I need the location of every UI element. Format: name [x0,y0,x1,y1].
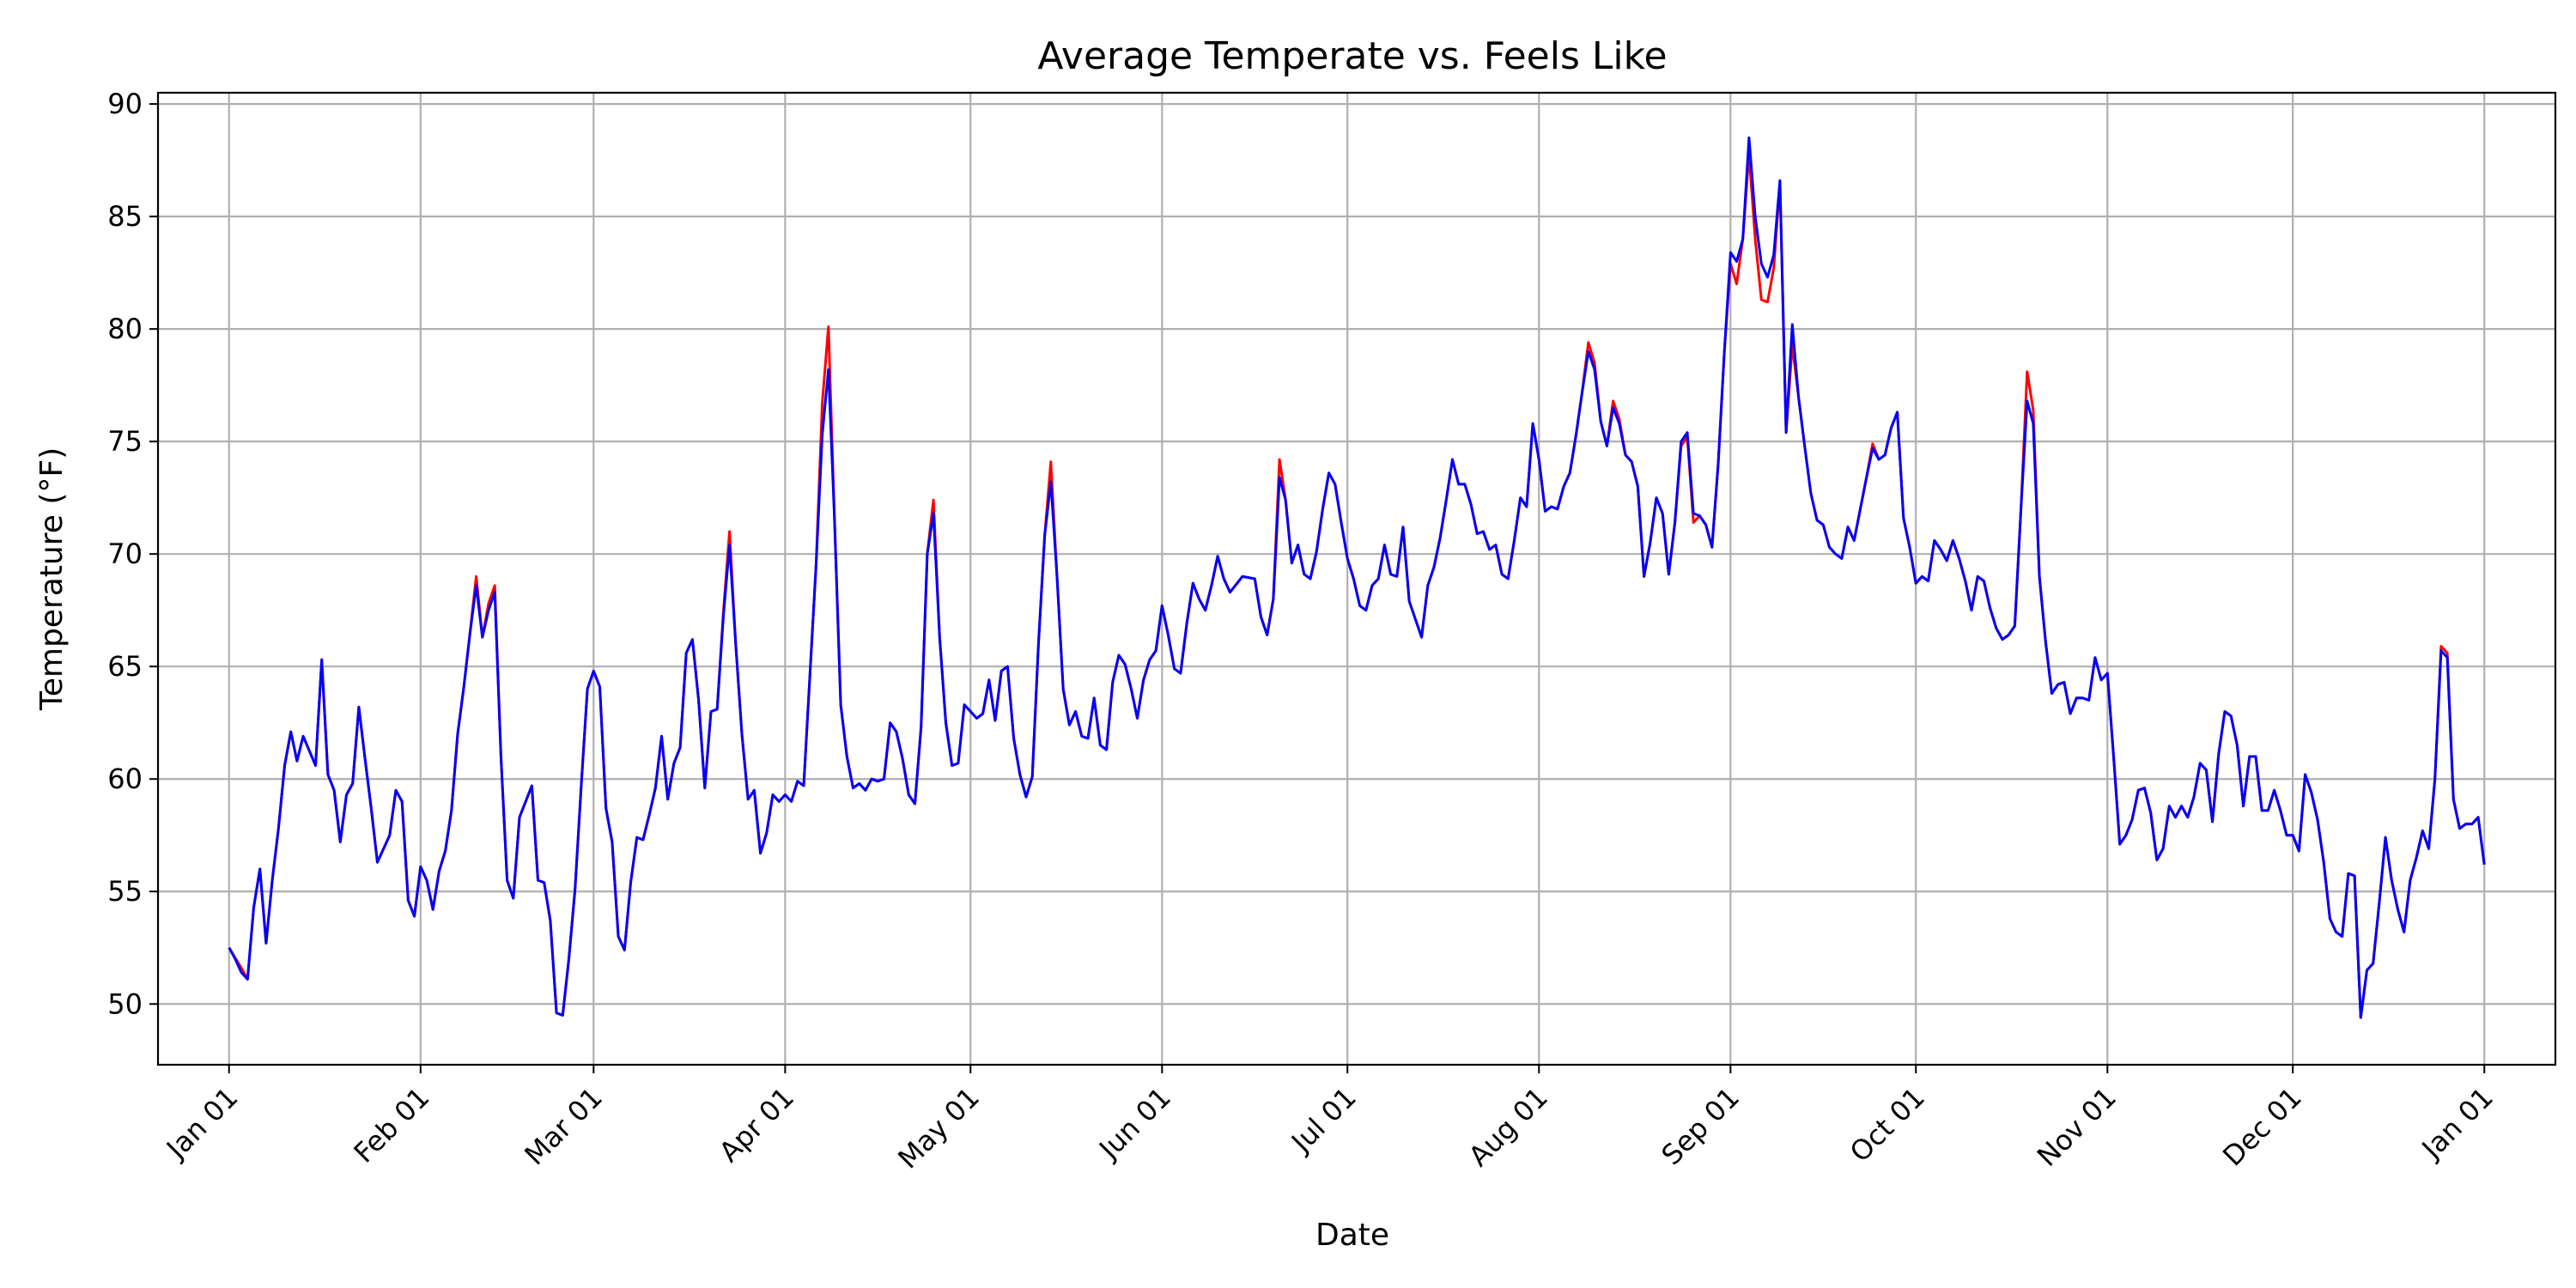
y-tick-label: 80 [107,313,143,345]
y-tick-label: 70 [107,538,143,570]
y-tick-label: 55 [107,875,143,908]
plot-frame [156,91,2557,1066]
y-tick-label: 75 [107,425,143,458]
y-axis: 50 55 60 65 70 75 80 85 90 [107,88,158,1020]
series-lines [228,136,2486,1019]
y-tick-label: 60 [107,762,143,795]
x-axis-title: Date [1315,1218,1389,1253]
chart-title: Average Temperate vs. Feels Like [1037,34,1667,78]
y-tick-label: 65 [107,650,143,683]
y-axis-title: Temperature (°F) [34,447,70,711]
y-tick-label: 50 [107,987,143,1020]
series-line-1 [228,136,2486,1019]
y-tick-label: 85 [107,200,143,233]
grid [158,93,2555,1065]
y-tick-label: 90 [107,88,143,120]
